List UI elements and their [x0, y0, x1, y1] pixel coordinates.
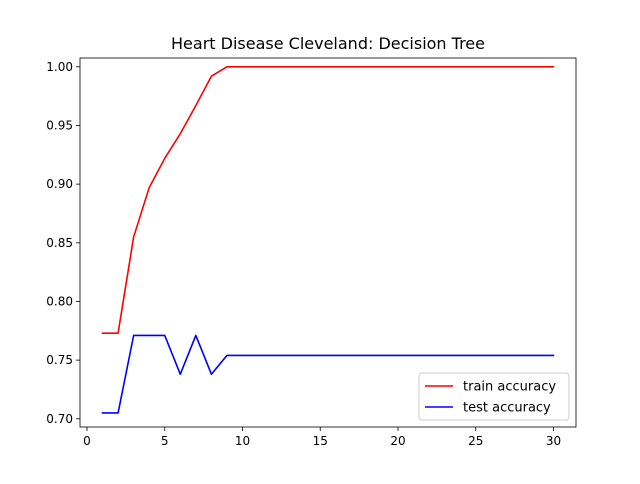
x-tick-label: 10 [235, 434, 250, 448]
x-tick-label: 20 [390, 434, 405, 448]
x-tick-label: 5 [161, 434, 169, 448]
x-tick-label: 15 [313, 434, 328, 448]
y-tick-label: 0.80 [46, 294, 73, 308]
y-tick-label: 0.90 [46, 177, 73, 191]
x-tick-label: 25 [468, 434, 483, 448]
y-tick-label: 0.75 [46, 353, 73, 367]
y-tick-label: 0.70 [46, 412, 73, 426]
legend-label: test accuracy [463, 401, 551, 416]
series-line-train-accuracy [101, 66, 555, 334]
y-tick-label: 1.00 [46, 60, 73, 74]
legend-label: train accuracy [463, 380, 556, 395]
x-tick-label: 30 [546, 434, 561, 448]
plot-area [101, 66, 555, 414]
legend-box [418, 372, 570, 421]
y-tick-label: 0.95 [46, 118, 73, 132]
series-line-test-accuracy [101, 334, 555, 414]
chart-title: Heart Disease Cleveland: Decision Tree [171, 34, 485, 53]
axes: 0 5 10 15 20 25 30 0.70 0.75 0.80 0.85 0.90 0.95 1.00 [46, 57, 577, 448]
legend: train accuracy test accuracy [418, 372, 570, 421]
x-tick-label: 0 [83, 434, 91, 448]
y-tick-label: 0.85 [46, 236, 73, 250]
